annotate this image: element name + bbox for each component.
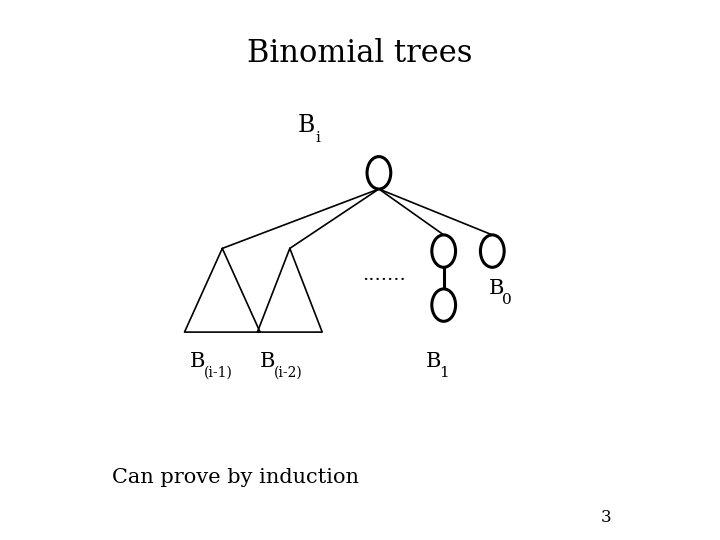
Text: B: B <box>488 279 504 298</box>
Text: 0: 0 <box>502 293 512 307</box>
Text: .......: ....... <box>362 266 406 285</box>
Text: Binomial trees: Binomial trees <box>247 38 473 69</box>
Text: 1: 1 <box>439 366 449 380</box>
Text: Can prove by induction: Can prove by induction <box>112 468 359 488</box>
Text: (i-1): (i-1) <box>203 366 233 380</box>
Text: B: B <box>190 352 205 371</box>
Text: 3: 3 <box>600 510 611 526</box>
Text: (i-2): (i-2) <box>274 366 302 380</box>
Text: B: B <box>426 352 441 371</box>
Text: i: i <box>315 131 320 145</box>
Text: B: B <box>298 114 315 137</box>
Text: B: B <box>260 352 276 371</box>
